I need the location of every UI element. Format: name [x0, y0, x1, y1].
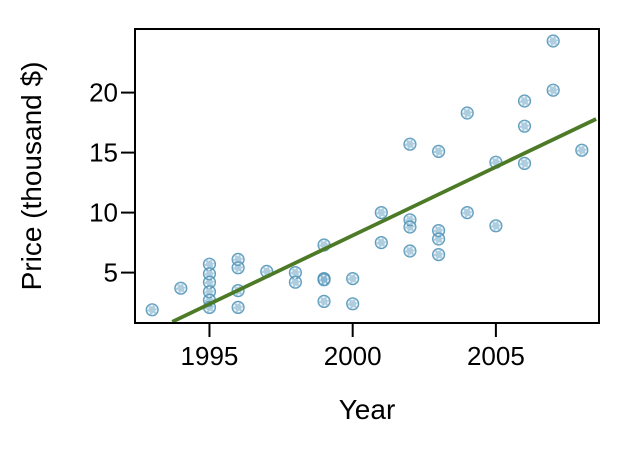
scatter-point — [460, 206, 474, 220]
scatter-point — [517, 156, 532, 170]
point-ring — [319, 274, 329, 285]
scatter-point — [517, 94, 532, 108]
scatter-point — [575, 143, 589, 157]
point-ring — [548, 36, 559, 46]
point-ring — [519, 96, 530, 106]
scatter-point — [546, 34, 560, 48]
y-tick-label: 15 — [89, 138, 118, 168]
point-ring — [376, 237, 387, 248]
scatter-point — [145, 303, 159, 317]
trend-line — [171, 117, 597, 324]
scatter-point — [374, 206, 388, 220]
scatter-point — [403, 137, 417, 151]
point-ring — [347, 273, 358, 284]
scatter-point — [231, 261, 245, 275]
point-ring — [405, 246, 415, 256]
x-tick-label: 2000 — [324, 341, 382, 371]
scatter-points — [145, 34, 589, 317]
axis-ticks: 1995 2000 2005 5 10 15 20 — [89, 78, 525, 371]
y-tick-label: 20 — [89, 78, 118, 108]
point-ring — [491, 220, 501, 231]
point-ring — [405, 139, 415, 150]
scatter-point — [432, 248, 446, 262]
point-ring — [175, 283, 186, 294]
scatter-point — [460, 106, 474, 120]
point-ring — [233, 285, 243, 296]
point-ring — [433, 234, 444, 244]
scatter-point — [288, 275, 302, 289]
scatter-point — [174, 281, 188, 295]
point-ring — [347, 298, 358, 309]
point-ring — [433, 146, 444, 157]
x-tick-label: 2005 — [467, 341, 525, 371]
y-tick-label: 10 — [89, 198, 118, 228]
scatter-point — [432, 232, 446, 246]
point-ring — [376, 207, 387, 218]
point-ring — [233, 262, 243, 273]
point-ring — [519, 158, 530, 169]
x-axis-label: Year — [339, 394, 396, 425]
scatter-point — [231, 300, 245, 314]
scatter-point — [346, 272, 360, 286]
point-ring — [405, 222, 415, 232]
scatter-point — [317, 273, 331, 287]
scatter-point — [346, 297, 360, 311]
scatter-point — [546, 83, 560, 97]
point-ring — [319, 296, 329, 307]
scatter-point — [403, 244, 417, 258]
y-axis-label: Price (thousand $) — [16, 62, 47, 291]
point-ring — [233, 302, 243, 313]
scatter-point — [317, 294, 331, 308]
point-ring — [576, 145, 587, 156]
point-ring — [147, 304, 158, 315]
x-tick-label: 1995 — [181, 341, 239, 371]
plot-border — [134, 28, 600, 324]
point-ring — [462, 108, 473, 118]
scatter-point — [374, 236, 388, 250]
scatter-point — [489, 219, 503, 233]
point-ring — [548, 85, 559, 96]
scatter-point — [432, 144, 446, 158]
point-ring — [290, 277, 301, 288]
scatter-point — [403, 220, 417, 234]
point-ring — [519, 121, 530, 132]
scatter-point — [517, 119, 532, 133]
y-tick-label: 5 — [104, 258, 118, 288]
point-ring — [433, 249, 444, 260]
point-ring — [462, 207, 473, 218]
trend-line-layer — [171, 117, 597, 324]
